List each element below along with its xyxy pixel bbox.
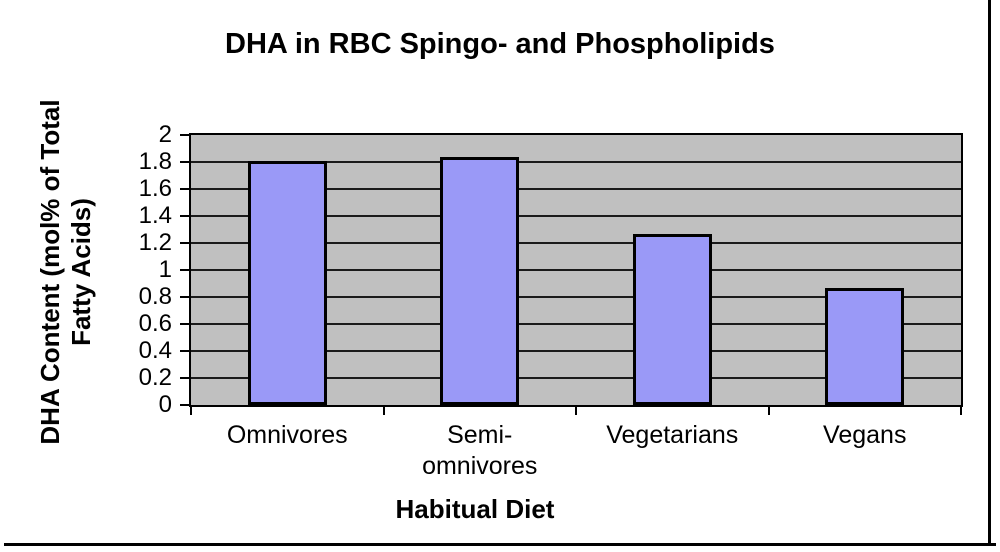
bar-omnivores: [247, 160, 327, 405]
x-category-label: Vegans: [823, 421, 907, 449]
y-tick-label: 1: [158, 256, 172, 283]
gridline: [191, 323, 961, 325]
y-tick-label: 0.4: [138, 337, 172, 364]
y-tick-mark: [180, 188, 189, 190]
x-tick-mark: [960, 405, 962, 415]
x-tick-mark: [382, 405, 385, 415]
y-tick-label: 1.4: [138, 202, 172, 229]
bar-vegetarians: [632, 233, 712, 405]
y-tick-mark: [180, 404, 189, 406]
bar-vegans: [825, 287, 905, 405]
chart-border-bottom: [4, 543, 996, 546]
y-tick-label: 1.8: [138, 148, 172, 175]
y-tick-mark: [180, 269, 189, 271]
y-tick-label: 1.2: [138, 229, 172, 256]
gridline: [191, 350, 961, 352]
gridline: [191, 188, 961, 190]
y-tick-label: 0.2: [138, 364, 172, 391]
y-tick-mark: [180, 161, 189, 163]
y-axis-title-line1: DHA Content (mol% of Total: [35, 99, 65, 445]
y-tick-label: 0: [158, 391, 172, 418]
gridline: [191, 215, 961, 217]
gridline: [191, 377, 961, 379]
x-category-label: Omnivores: [226, 421, 348, 449]
x-tick-mark: [190, 405, 192, 415]
gridline: [191, 296, 961, 298]
x-tick-mark: [575, 405, 577, 415]
y-tick-mark: [180, 323, 189, 325]
x-category-label: Semi-omnivores: [422, 421, 538, 480]
y-tick-mark: [180, 134, 189, 136]
y-tick-mark: [180, 215, 189, 217]
y-tick-mark: [180, 377, 189, 379]
y-tick-mark: [180, 242, 189, 244]
x-tick-mark: [767, 405, 770, 415]
gridline: [191, 242, 961, 244]
gridline: [191, 269, 961, 271]
y-tick-mark: [180, 296, 189, 298]
y-tick-label: 0.8: [138, 283, 172, 310]
chart-title: DHA in RBC Spingo- and Phospholipids: [225, 28, 775, 60]
bar-semi-omnivores: [440, 156, 520, 405]
y-tick-label: 2: [158, 121, 172, 148]
plot-area: [189, 133, 963, 407]
x-category-label: Vegetarians: [606, 421, 739, 449]
y-tick-label: 0.6: [138, 310, 172, 337]
y-axis-title: DHA Content (mol% of Total Fatty Acids): [35, 99, 97, 444]
y-tick-mark: [180, 350, 189, 352]
x-axis-title: Habitual Diet: [395, 494, 555, 524]
y-tick-label: 1.6: [138, 175, 172, 202]
y-axis-title-line2: Fatty Acids): [66, 198, 96, 346]
gridline: [191, 161, 961, 163]
chart-border-right: [988, 0, 991, 546]
